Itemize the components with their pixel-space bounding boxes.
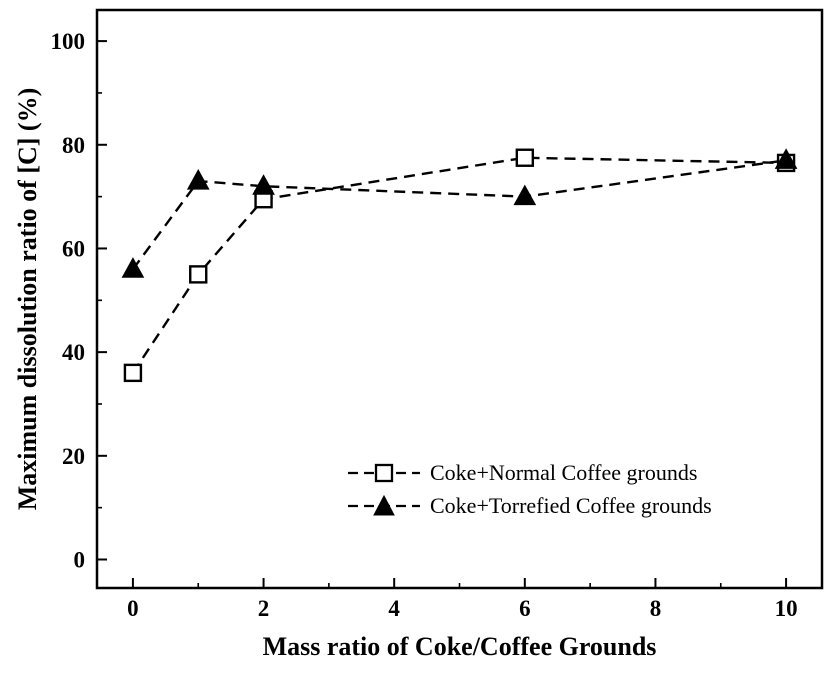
svg-text:100: 100 [51,29,86,54]
svg-text:8: 8 [650,596,662,621]
legend: Coke+Normal Coffee grounds Coke+Torrefie… [346,459,712,520]
legend-label-normal: Coke+Normal Coffee grounds [430,460,698,485]
legend-label-torrefied: Coke+Torrefied Coffee grounds [430,493,712,518]
svg-text:0: 0 [127,596,139,621]
legend-item-torrefied: Coke+Torrefied Coffee grounds [346,492,712,520]
svg-text:10: 10 [775,596,798,621]
svg-text:40: 40 [62,340,85,365]
svg-text:4: 4 [388,596,400,621]
legend-marker-filled-triangle [348,494,420,516]
svg-text:2: 2 [258,596,270,621]
svg-text:80: 80 [62,133,85,158]
svg-text:60: 60 [62,236,85,261]
svg-text:0: 0 [74,547,86,572]
svg-text:20: 20 [62,444,85,469]
legend-marker-open-square [348,463,420,483]
y-axis-title: Maximum dissolution ratio of [C] (%) [13,87,42,511]
x-axis-title: Mass ratio of Coke/Coffee Grounds [262,632,657,661]
legend-item-normal: Coke+Normal Coffee grounds [346,459,712,487]
svg-text:6: 6 [519,596,531,621]
